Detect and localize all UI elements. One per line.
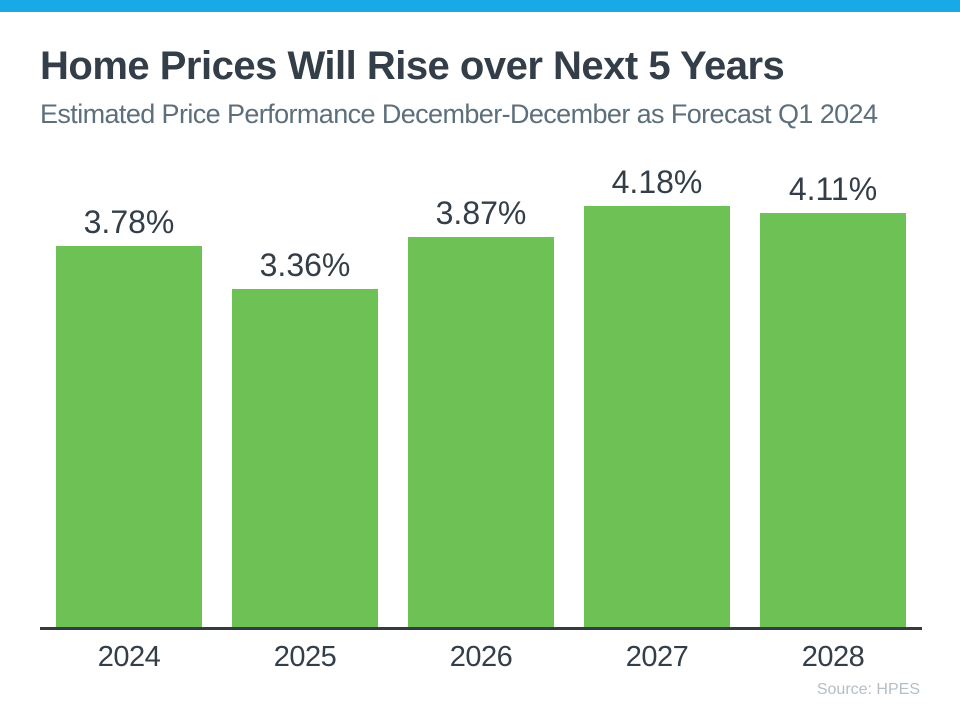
x-axis-label: 2026 [449,641,513,673]
x-axis-label: 2025 [273,641,337,673]
bar [760,213,906,627]
bar-value-label: 3.78% [83,204,175,240]
bar-value-label: 4.18% [611,164,703,200]
bar [56,246,202,627]
x-axis-label: 2027 [625,641,689,673]
bar-group: 3.36% [232,249,378,627]
bar-group: 4.18% [584,166,730,627]
x-axis-label: 2028 [801,641,865,673]
bar-group: 4.11% [760,173,906,627]
plot-area: 3.78% 3.36% 3.87% 4.18% 4.11% [40,140,922,630]
bar-value-label: 3.36% [259,247,351,283]
bar [232,289,378,627]
bar [408,237,554,627]
x-axis-label: 2024 [97,641,161,673]
bar [584,206,730,627]
bar-value-label: 3.87% [435,195,527,231]
bar-group: 3.87% [408,197,554,627]
page-subtitle: Estimated Price Performance December-Dec… [40,99,878,129]
bar-value-label: 4.11% [788,171,878,207]
bar-group: 3.78% [56,206,202,627]
source-caption: Source: HPES [816,681,920,698]
page-title: Home Prices Will Rise over Next 5 Years [40,44,785,88]
top-accent-bar [0,0,960,12]
x-axis-labels: 2024 2025 2026 2027 2028 [40,641,922,678]
